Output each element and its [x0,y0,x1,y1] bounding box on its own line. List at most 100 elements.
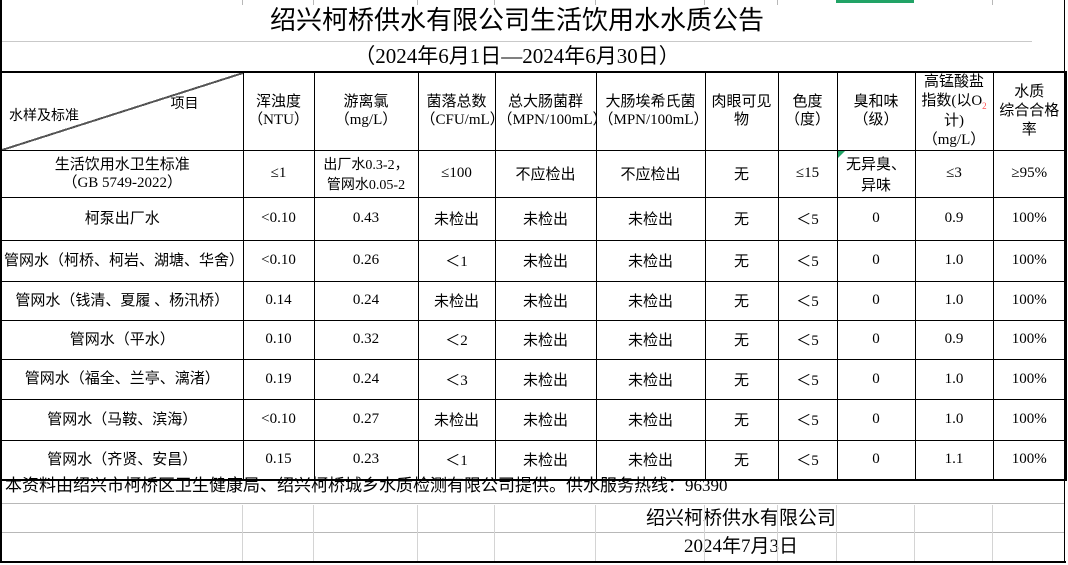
data-cell[interactable]: 1.0 [914,280,994,321]
data-cell[interactable]: 100% [992,398,1067,441]
header-cell-pass-rate[interactable]: 水质 综合合格率 [992,71,1067,151]
data-cell[interactable]: 0.43 [313,196,419,241]
data-cell[interactable]: 0.24 [313,358,419,400]
data-cell[interactable]: 无 [704,149,779,198]
row-label-cell[interactable]: 管网水（马鞍、滨海） [0,398,244,441]
data-cell[interactable]: 0.24 [313,280,419,321]
data-cell[interactable]: 未检出 [595,280,706,321]
data-cell[interactable]: 0 [836,439,916,481]
data-cell[interactable]: 1.0 [914,398,994,441]
header-cell-colony-count[interactable]: 菌落总数 （CFU/mL） [417,71,496,151]
data-cell[interactable]: 1.0 [914,358,994,400]
data-cell[interactable]: 无 [704,319,779,360]
row-label-cell[interactable]: 管网水（钱清、夏履 、杨汛桥） [0,280,244,321]
data-cell[interactable]: 不应检出 [595,149,706,198]
data-cell[interactable]: 未检出 [494,319,597,360]
data-cell[interactable]: ＜5 [777,319,838,360]
header-cell-chroma[interactable]: 色度 （度） [777,71,838,151]
data-cell[interactable]: 0 [836,196,916,241]
data-cell[interactable]: 100% [992,439,1067,481]
data-cell[interactable]: ＜2 [417,319,496,360]
data-cell[interactable]: ＜5 [777,358,838,400]
header-cell-free-chlorine[interactable]: 游离氯（mg/L） [313,71,419,151]
data-cell[interactable]: <0.10 [242,398,315,441]
header-cell-turbidity[interactable]: 浑浊度 （NTU） [242,71,315,151]
data-cell[interactable]: ≤3 [914,149,994,198]
row-label-cell[interactable]: 管网水（齐贤、安昌） [0,439,244,481]
data-cell[interactable]: 0.9 [914,319,994,360]
data-cell[interactable]: ≤1 [242,149,315,198]
data-cell[interactable]: 100% [992,196,1067,241]
row-label-cell[interactable]: 生活饮用水卫生标准 （GB 5749-2022） [0,149,244,198]
data-cell[interactable]: ＜5 [777,239,838,282]
data-cell[interactable]: 无 [704,398,779,441]
data-cell[interactable]: 无 [704,280,779,321]
data-cell[interactable]: 无 [704,358,779,400]
data-cell[interactable]: 未检出 [417,398,496,441]
data-cell[interactable]: 0.14 [242,280,315,321]
data-cell[interactable]: 无 [704,196,779,241]
data-cell[interactable]: 0 [836,239,916,282]
data-cell[interactable]: 未检出 [595,239,706,282]
page-title[interactable]: 绍兴柯桥供水有限公司生活饮用水水质公告 [2,0,1032,42]
data-cell[interactable]: 0 [836,319,916,360]
data-cell[interactable]: 未检出 [595,319,706,360]
data-cell[interactable]: 无 [704,439,779,481]
data-cell[interactable]: 100% [992,319,1067,360]
data-cell[interactable]: 0.15 [242,439,315,481]
data-cell[interactable]: 未检出 [494,280,597,321]
data-cell[interactable]: 1.0 [914,239,994,282]
data-cell[interactable]: 未检出 [595,398,706,441]
data-cell[interactable]: 未检出 [417,196,496,241]
data-cell[interactable]: 未检出 [595,358,706,400]
data-cell[interactable]: ＜1 [417,439,496,481]
data-cell[interactable]: 0 [836,280,916,321]
data-cell[interactable]: 未检出 [494,358,597,400]
data-cell[interactable]: ＜1 [417,239,496,282]
data-cell[interactable]: 未检出 [494,439,597,481]
data-cell[interactable]: 未检出 [595,196,706,241]
header-cell-permanganate[interactable]: 高锰酸盐指数(以O2 计) （mg/L） [914,71,994,151]
header-cell-odor[interactable]: 臭和味 （级） [836,71,916,151]
row-label-cell[interactable]: 管网水（福全、兰亭、漓渚） [0,358,244,400]
data-cell[interactable]: 100% [992,358,1067,400]
data-cell[interactable]: 100% [992,239,1067,282]
corner-cell[interactable]: 水样及标准 项目 [0,71,244,151]
data-cell[interactable]: 0.23 [313,439,419,481]
data-cell[interactable]: 未检出 [417,280,496,321]
data-cell[interactable]: 0.9 [914,196,994,241]
data-cell[interactable]: ＜5 [777,439,838,481]
data-cell[interactable]: <0.10 [242,196,315,241]
data-cell[interactable]: 1.1 [914,439,994,481]
data-cell[interactable]: ≤100 [417,149,496,198]
data-cell[interactable]: 100% [992,280,1067,321]
data-cell[interactable]: 无异臭、 异味 [836,149,916,198]
data-cell[interactable]: ＜5 [777,196,838,241]
data-cell[interactable]: 未检出 [494,239,597,282]
row-label-cell[interactable]: 管网水（平水） [0,319,244,360]
data-cell[interactable]: 0.27 [313,398,419,441]
report-period[interactable]: （2024年6月1日—2024年6月30日） [354,44,680,68]
data-cell[interactable]: 0.32 [313,319,419,360]
data-cell[interactable]: 无 [704,239,779,282]
header-cell-total-coliforms[interactable]: 总大肠菌群 （MPN/100mL） [494,71,597,151]
header-cell-e-coli[interactable]: 大肠埃希氏菌 （MPN/100mL） [595,71,706,151]
header-cell-visible-matter[interactable]: 肉眼可见物 [704,71,779,151]
data-cell[interactable]: 0.10 [242,319,315,360]
data-cell[interactable]: 出厂水0.3-2， 管网水0.05-2 [313,149,419,198]
data-cell[interactable]: ＜5 [777,280,838,321]
data-cell[interactable]: 不应检出 [494,149,597,198]
row-label-cell[interactable]: 管网水（柯桥、柯岩、湖塘、华舍） [0,239,244,282]
data-cell[interactable]: ＜5 [777,398,838,441]
data-cell[interactable]: ≥95% [992,149,1067,198]
source-note[interactable]: 本资料由绍兴市柯桥区卫生健康局、绍兴柯桥城乡水质检测有限公司提供。供水服务热线：… [0,468,1065,504]
signature-date[interactable]: 2024年7月3日 [683,536,798,557]
data-cell[interactable]: 未检出 [494,398,597,441]
row-label-cell[interactable]: 柯泵出厂水 [0,196,244,241]
data-cell[interactable]: 未检出 [595,439,706,481]
data-cell[interactable]: 0 [836,398,916,441]
data-cell[interactable]: 0 [836,358,916,400]
signature-company[interactable]: 绍兴柯桥供水有限公司 [645,508,836,529]
data-cell[interactable]: 未检出 [494,196,597,241]
data-cell[interactable]: 0.19 [242,358,315,400]
